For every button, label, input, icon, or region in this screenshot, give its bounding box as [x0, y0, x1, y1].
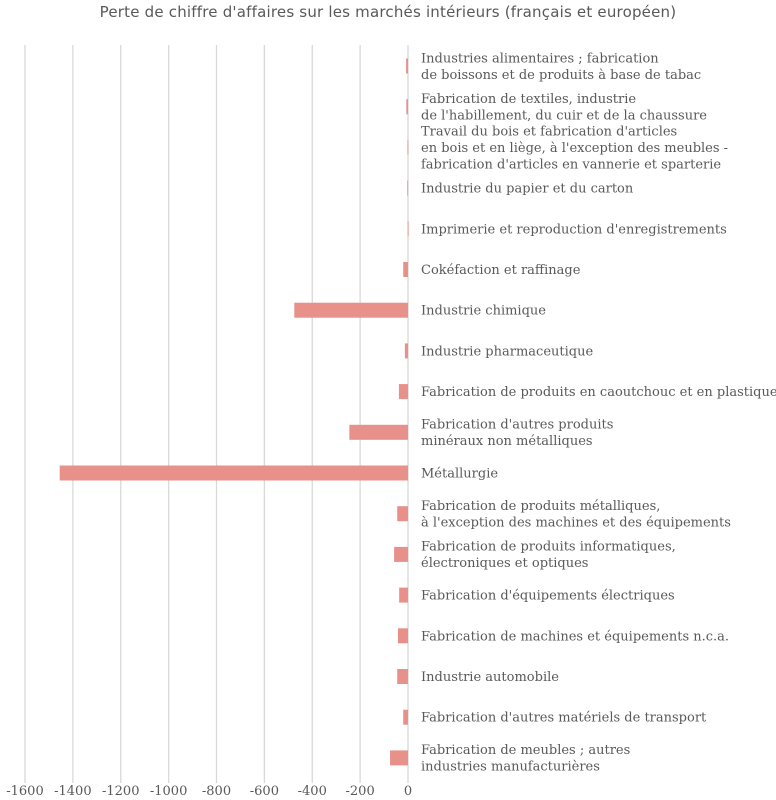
x-tick-label: 0	[404, 784, 412, 799]
category-label-line: Industrie automobile	[421, 670, 559, 685]
category-label-line: minéraux non métalliques	[421, 434, 593, 449]
category-label-line: Industrie pharmaceutique	[421, 344, 593, 359]
category-label-line: à l'exception des machines et des équipe…	[421, 515, 731, 530]
x-tick-label: -200	[346, 784, 375, 799]
bar	[398, 384, 408, 400]
bar	[397, 669, 408, 684]
bar	[403, 262, 408, 277]
bar	[406, 99, 408, 115]
category-label-line: Industrie chimique	[421, 304, 546, 319]
category-label-line: Fabrication d'autres produits	[421, 418, 613, 433]
bar	[349, 424, 408, 440]
bar	[397, 506, 408, 522]
category-label-line: Travail du bois et fabrication d'article…	[421, 124, 677, 139]
category-label-line: fabrication d'articles en vannerie et sp…	[421, 157, 721, 172]
category-label: Fabrication de machines et équipements n…	[421, 629, 729, 644]
category-label-line: Imprimerie et reproduction d'enregistrem…	[421, 222, 727, 237]
bar	[407, 221, 409, 237]
x-tick-label: -400	[298, 784, 327, 799]
x-tick-label: -1400	[54, 784, 91, 799]
bar	[404, 343, 408, 359]
category-label-line: Fabrication de meubles ; autres	[421, 743, 630, 758]
category-label-line: Industries alimentaires ; fabrication	[421, 51, 659, 66]
category-label: Industrie automobile	[421, 670, 559, 685]
category-label-line: Fabrication d'autres matériels de transp…	[421, 711, 707, 726]
category-label: Industries alimentaires ; fabrication de …	[421, 51, 701, 83]
x-tick-label: -1200	[102, 784, 139, 799]
category-label: Cokéfaction et raffinage	[421, 263, 581, 278]
category-label: Fabrication d'autres matériels de transp…	[421, 711, 707, 726]
category-label-line: de l'habillement, du cuir et de la chaus…	[421, 108, 707, 123]
bar	[407, 139, 409, 155]
category-label: Fabrication d'autres produits minéraux no…	[421, 418, 613, 450]
x-axis-ticks: -1600 -1400 -1200 -1000 -800 -600 -400 -200 0	[6, 784, 412, 799]
category-label-line: Industrie du papier et du carton	[421, 182, 634, 197]
category-label-line: en bois et en liège, à l'exception des m…	[421, 141, 728, 156]
category-label: Imprimerie et reproduction d'enregistrem…	[421, 222, 727, 237]
category-label: Industrie du papier et du carton	[421, 182, 634, 197]
category-label-line: Fabrication de produits informatiques,	[421, 540, 676, 555]
bar	[406, 58, 408, 74]
category-label: Fabrication de produits informatiques, él…	[421, 540, 676, 572]
category-label-line: Métallurgie	[421, 467, 498, 482]
category-label: Fabrication d'équipements électriques	[421, 589, 675, 604]
category-label: Fabrication de produits métalliques, à l'…	[421, 499, 731, 531]
chart-title: Perte de chiffre d'affaires sur les marc…	[99, 3, 677, 21]
bars	[59, 58, 409, 766]
category-label: Industrie chimique	[421, 304, 546, 319]
category-label: Fabrication de meubles ; autres industrie…	[421, 743, 630, 775]
category-labels: Industries alimentaires ; fabrication de …	[421, 51, 776, 774]
x-tick-label: -1600	[6, 784, 43, 799]
bar	[399, 587, 408, 603]
category-label-line: Fabrication d'équipements électriques	[421, 589, 675, 604]
category-label-line: Fabrication de produits en caoutchouc et…	[421, 385, 776, 400]
bar	[394, 546, 408, 562]
category-label: Métallurgie	[421, 467, 498, 482]
bar	[294, 302, 408, 318]
category-label: Industrie pharmaceutique	[421, 344, 593, 359]
bar	[59, 465, 408, 481]
x-tick-label: -800	[202, 784, 231, 799]
bar	[403, 709, 408, 725]
bar	[397, 628, 408, 644]
category-label-line: Fabrication de textiles, industrie	[421, 92, 636, 107]
x-tick-label: -600	[250, 784, 279, 799]
category-label-line: Fabrication de machines et équipements n…	[421, 629, 729, 644]
category-label-line: de boissons et de produits à base de tab…	[421, 68, 701, 83]
category-label-line: Fabrication de produits métalliques,	[421, 499, 660, 514]
category-label: Fabrication de produits en caoutchouc et…	[421, 385, 776, 400]
category-label-line: électroniques et optiques	[421, 556, 588, 571]
gridlines	[24, 45, 409, 783]
category-label: Travail du bois et fabrication d'article…	[421, 124, 728, 172]
bar	[407, 180, 409, 196]
bar	[390, 750, 408, 766]
x-tick-label: -1000	[150, 784, 187, 799]
category-label-line: Cokéfaction et raffinage	[421, 263, 581, 278]
category-label: Fabrication de textiles, industrie de l'h…	[421, 92, 707, 124]
category-label-line: industries manufacturières	[421, 760, 600, 775]
